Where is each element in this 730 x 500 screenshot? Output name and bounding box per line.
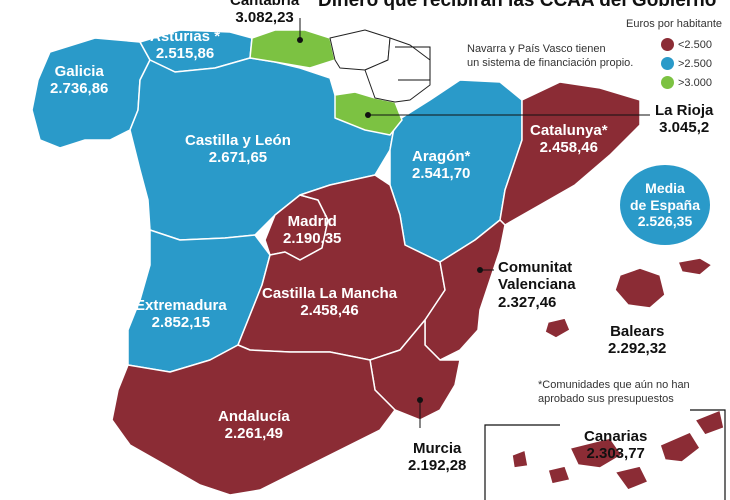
label-castilla-la-mancha: Castilla La Mancha 2.458,46 [262,285,398,320]
region-catalunya [499,81,641,226]
label-cantabria: Cantabria 3.082,23 [230,0,300,27]
note-pending-budgets: *Comunidades que aún no han aprobado sus … [538,379,690,406]
page-title: Dinero que recibirán las CCAA del Gobier… [318,0,717,11]
leader-la-rioja-dot [365,112,371,118]
legend-dot-icon [661,38,674,51]
legend-title: Euros por habitante [625,18,722,30]
leader-valenciana-dot [477,267,483,273]
label-la-rioja: La Rioja 3.045,2 [655,102,714,137]
region-canarias-4 [614,465,649,491]
legend: Euros por habitante <2.500 >2.500 >3.000 [612,18,722,92]
average-line2: de España [629,196,701,213]
region-balears-menorca [677,257,713,276]
legend-dot-icon [661,76,674,89]
region-canarias-2 [547,465,571,485]
label-aragon: Aragón* 2.541,70 [412,148,471,183]
average-value: 2.526,35 [637,213,693,230]
label-valenciana: Comunitat Valenciana 2.327,46 [498,259,576,311]
leader-navarra-pv [395,46,431,81]
spain-average-badge: Media de España 2.526,35 [620,165,710,245]
region-balears-ibiza [544,317,571,339]
average-line1: Media [645,179,685,196]
label-murcia: Murcia 2.192,28 [408,440,467,475]
region-navarra [364,37,431,103]
note-navarra-pais-vasco: Navarra y País Vasco tienen un sistema de… [467,43,634,70]
legend-item-mid: >2.500 [612,54,722,73]
region-canarias-3 [569,437,623,469]
region-canarias-5 [659,431,701,463]
label-castilla-leon: Castilla y León 2.671,65 [185,132,291,167]
leader-cantabria-dot [297,37,303,43]
label-catalunya: Catalunya* 2.458,46 [530,122,608,157]
label-extremadura: Extremadura 2.852,15 [135,297,227,332]
region-andalucia [111,344,396,496]
region-canarias-1 [511,449,529,469]
region-balears-mallorca [614,267,666,309]
label-madrid: Madrid 2.190,35 [283,213,342,248]
label-andalucia: Andalucía 2.261,49 [218,408,290,443]
legend-dot-icon [661,57,674,70]
label-asturias: Asturias * 2.515,86 [150,28,221,63]
legend-item-high: >3.000 [612,73,722,92]
label-canarias: Canarias 2.303,77 [584,428,648,463]
label-balears: Balears 2.292,32 [608,323,667,358]
canarias-inset-frame [484,424,560,500]
canarias-inset-frame-right [690,409,726,500]
legend-item-low: <2.500 [612,35,722,54]
label-galicia: Galicia 2.736,86 [50,63,109,98]
region-canarias-6 [694,409,725,436]
leader-murcia-dot [417,397,423,403]
